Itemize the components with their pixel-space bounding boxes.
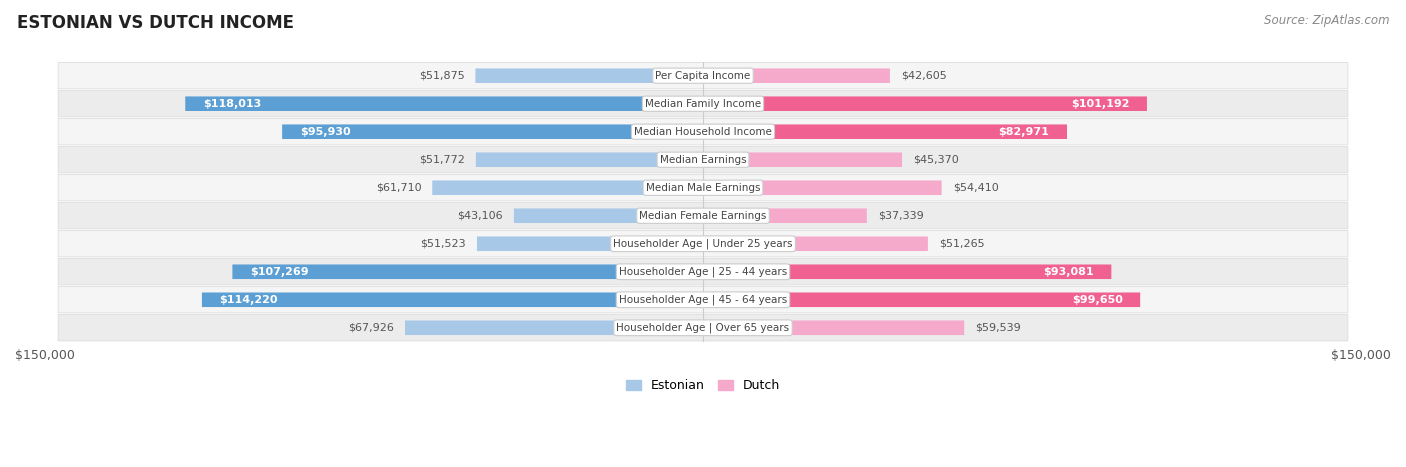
Text: $51,772: $51,772 — [419, 155, 465, 165]
Legend: Estonian, Dutch: Estonian, Dutch — [621, 374, 785, 397]
Text: $107,269: $107,269 — [250, 267, 308, 277]
Text: $37,339: $37,339 — [877, 211, 924, 221]
FancyBboxPatch shape — [283, 124, 703, 139]
FancyBboxPatch shape — [703, 264, 1111, 279]
Text: Median Male Earnings: Median Male Earnings — [645, 183, 761, 193]
FancyBboxPatch shape — [186, 96, 703, 111]
Text: $51,265: $51,265 — [939, 239, 984, 249]
Text: $54,410: $54,410 — [953, 183, 998, 193]
FancyBboxPatch shape — [202, 292, 703, 307]
FancyBboxPatch shape — [58, 315, 1348, 341]
Text: Median Earnings: Median Earnings — [659, 155, 747, 165]
Text: $67,926: $67,926 — [349, 323, 394, 333]
FancyBboxPatch shape — [58, 147, 1348, 173]
Text: Median Household Income: Median Household Income — [634, 127, 772, 137]
Text: Householder Age | 45 - 64 years: Householder Age | 45 - 64 years — [619, 295, 787, 305]
FancyBboxPatch shape — [703, 320, 965, 335]
Text: $82,971: $82,971 — [998, 127, 1049, 137]
Text: $101,192: $101,192 — [1071, 99, 1129, 109]
FancyBboxPatch shape — [58, 91, 1348, 117]
FancyBboxPatch shape — [703, 236, 928, 251]
FancyBboxPatch shape — [703, 96, 1147, 111]
FancyBboxPatch shape — [58, 231, 1348, 257]
Text: $59,539: $59,539 — [976, 323, 1021, 333]
FancyBboxPatch shape — [703, 124, 1067, 139]
FancyBboxPatch shape — [703, 152, 903, 167]
Text: $42,605: $42,605 — [901, 71, 946, 81]
FancyBboxPatch shape — [513, 208, 703, 223]
Text: $95,930: $95,930 — [299, 127, 350, 137]
FancyBboxPatch shape — [432, 180, 703, 195]
FancyBboxPatch shape — [475, 152, 703, 167]
Text: $114,220: $114,220 — [219, 295, 278, 305]
Text: Source: ZipAtlas.com: Source: ZipAtlas.com — [1264, 14, 1389, 27]
FancyBboxPatch shape — [58, 63, 1348, 89]
FancyBboxPatch shape — [58, 287, 1348, 313]
FancyBboxPatch shape — [703, 180, 942, 195]
Text: $61,710: $61,710 — [375, 183, 422, 193]
FancyBboxPatch shape — [477, 236, 703, 251]
Text: Householder Age | Over 65 years: Householder Age | Over 65 years — [616, 323, 790, 333]
FancyBboxPatch shape — [703, 292, 1140, 307]
FancyBboxPatch shape — [58, 175, 1348, 201]
Text: Householder Age | 25 - 44 years: Householder Age | 25 - 44 years — [619, 267, 787, 277]
Text: $43,106: $43,106 — [457, 211, 503, 221]
Text: $118,013: $118,013 — [202, 99, 262, 109]
Text: Householder Age | Under 25 years: Householder Age | Under 25 years — [613, 239, 793, 249]
FancyBboxPatch shape — [405, 320, 703, 335]
Text: ESTONIAN VS DUTCH INCOME: ESTONIAN VS DUTCH INCOME — [17, 14, 294, 32]
Text: $99,650: $99,650 — [1071, 295, 1122, 305]
Text: $51,875: $51,875 — [419, 71, 464, 81]
FancyBboxPatch shape — [58, 119, 1348, 145]
FancyBboxPatch shape — [703, 69, 890, 83]
Text: Median Female Earnings: Median Female Earnings — [640, 211, 766, 221]
Text: $51,523: $51,523 — [420, 239, 465, 249]
FancyBboxPatch shape — [58, 203, 1348, 229]
FancyBboxPatch shape — [703, 208, 868, 223]
Text: Per Capita Income: Per Capita Income — [655, 71, 751, 81]
FancyBboxPatch shape — [232, 264, 703, 279]
Text: Median Family Income: Median Family Income — [645, 99, 761, 109]
Text: $93,081: $93,081 — [1043, 267, 1094, 277]
Text: $45,370: $45,370 — [912, 155, 959, 165]
FancyBboxPatch shape — [475, 69, 703, 83]
FancyBboxPatch shape — [58, 259, 1348, 285]
